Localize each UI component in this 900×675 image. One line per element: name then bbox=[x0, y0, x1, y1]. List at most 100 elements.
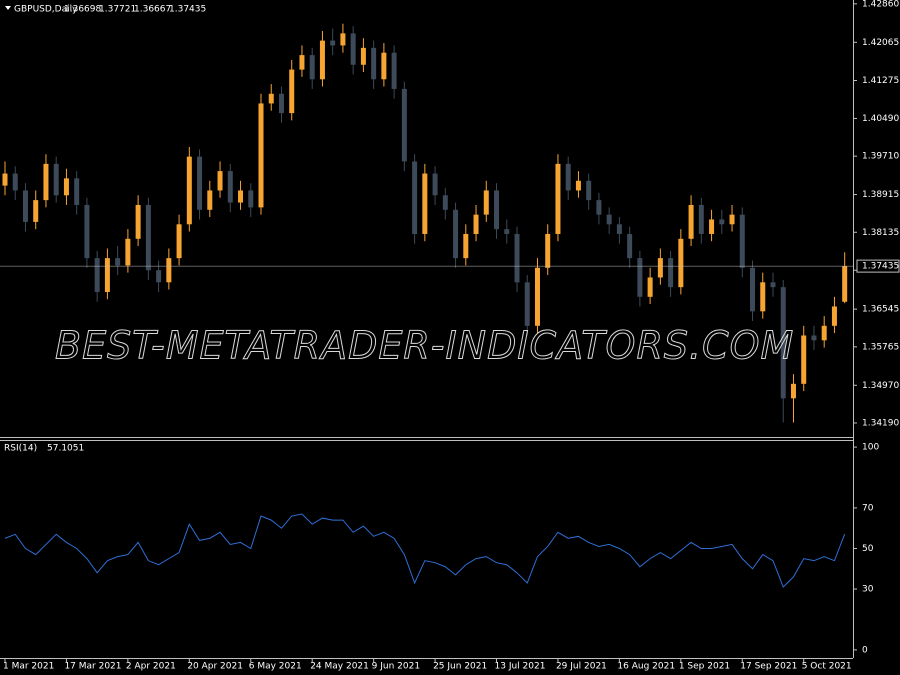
rsi-line bbox=[4, 513, 846, 588]
candle-body bbox=[248, 190, 254, 208]
candle-body bbox=[289, 69, 295, 114]
candle-body bbox=[319, 40, 325, 80]
candle-body bbox=[340, 33, 346, 46]
current-price-label: 1.37435 bbox=[862, 262, 899, 272]
candle-body bbox=[33, 200, 39, 222]
candle-body bbox=[104, 258, 110, 292]
candle-body bbox=[606, 214, 612, 225]
x-tick-label: 5 Oct 2021 bbox=[802, 662, 852, 672]
candle-body bbox=[227, 171, 233, 203]
candle-body bbox=[678, 238, 684, 288]
current-price-box bbox=[856, 259, 900, 273]
candle-body bbox=[831, 306, 837, 326]
candle-body bbox=[125, 238, 131, 266]
candle-body bbox=[84, 204, 90, 259]
candle-body bbox=[197, 156, 203, 210]
candle-body bbox=[412, 161, 418, 234]
candle-body bbox=[442, 195, 448, 210]
candle-body bbox=[135, 204, 141, 239]
candle-body bbox=[43, 163, 49, 201]
x-tick-label: 1 Mar 2021 bbox=[3, 662, 54, 672]
open-label: 1.36698 bbox=[64, 5, 101, 15]
candle-body bbox=[145, 204, 151, 271]
candle-body bbox=[555, 163, 561, 234]
candle-body bbox=[627, 233, 633, 259]
candle-body bbox=[115, 258, 121, 266]
candle-body bbox=[637, 258, 643, 297]
menu-arrow bbox=[5, 6, 11, 10]
candle-body bbox=[176, 224, 182, 259]
candle-body bbox=[391, 52, 397, 89]
candle-body bbox=[688, 204, 694, 239]
candle-body bbox=[760, 282, 766, 312]
y-tick-label: 1.38915 bbox=[862, 190, 899, 200]
candle-body bbox=[739, 214, 745, 268]
x-tick-label: 24 May 2021 bbox=[310, 662, 369, 672]
x-tick-label: 2 Apr 2021 bbox=[126, 662, 176, 672]
candle-body bbox=[166, 258, 172, 283]
candle-body bbox=[801, 335, 807, 384]
rsi-value-label: 57.1051 bbox=[47, 444, 84, 454]
candle-body bbox=[186, 156, 192, 225]
candle-body bbox=[278, 93, 284, 114]
candle-body bbox=[780, 287, 786, 399]
y-tick-label: 1.42065 bbox=[862, 38, 899, 48]
candle-body bbox=[494, 190, 500, 230]
symbol-label: GBPUSD,Daily bbox=[14, 5, 78, 15]
candle-body bbox=[422, 173, 428, 234]
candle-body bbox=[770, 282, 776, 288]
y-tick-label: 1.41275 bbox=[862, 76, 899, 86]
candle-body bbox=[12, 173, 18, 191]
y-tick-label: 1.36545 bbox=[862, 305, 899, 315]
candle-body bbox=[401, 88, 407, 162]
candle-body bbox=[94, 258, 100, 292]
candle-body bbox=[575, 180, 581, 191]
candle-body bbox=[2, 173, 8, 186]
candle-body bbox=[698, 204, 704, 234]
rsi-tick-label: 50 bbox=[862, 544, 874, 554]
x-tick-label: 29 Jul 2021 bbox=[556, 662, 607, 672]
candle-body bbox=[524, 282, 530, 326]
x-tick-label: 25 Jun 2021 bbox=[433, 662, 487, 672]
candle-body bbox=[299, 55, 305, 70]
x-tick-label: 9 Jun 2021 bbox=[372, 662, 420, 672]
x-tick-label: 17 Mar 2021 bbox=[64, 662, 121, 672]
candle-body bbox=[534, 267, 540, 326]
candle-body bbox=[453, 209, 459, 259]
candle-body bbox=[729, 214, 735, 225]
candle-body bbox=[330, 40, 336, 46]
candle-body bbox=[668, 258, 674, 288]
candle-body bbox=[657, 258, 663, 278]
candle-body bbox=[483, 190, 489, 215]
y-tick-label: 1.34190 bbox=[862, 418, 899, 428]
y-tick-label: 1.39710 bbox=[862, 152, 899, 162]
candle-body bbox=[22, 190, 28, 222]
close-label: 1.37435 bbox=[169, 5, 206, 15]
candle-body bbox=[156, 270, 162, 283]
y-tick-label: 1.40490 bbox=[862, 114, 899, 124]
x-tick-label: 6 May 2021 bbox=[249, 662, 302, 672]
y-tick-label: 1.35765 bbox=[862, 342, 899, 352]
candle-body bbox=[432, 173, 438, 196]
candle-body bbox=[63, 178, 69, 196]
candle-body bbox=[381, 52, 387, 80]
candle-body bbox=[504, 229, 510, 234]
candle-body bbox=[360, 47, 366, 65]
candle-body bbox=[514, 233, 520, 283]
low-label: 1.36667 bbox=[134, 5, 171, 15]
candle-body bbox=[586, 180, 592, 201]
candle-body bbox=[217, 171, 223, 191]
candle-body bbox=[268, 93, 274, 104]
candle-body bbox=[309, 55, 315, 80]
rsi-label: RSI(14) bbox=[4, 444, 37, 454]
rsi-tick-label: 30 bbox=[862, 585, 874, 595]
x-tick-label: 16 Aug 2021 bbox=[617, 662, 675, 672]
watermark: BEST-METATRADER-INDICATORS.COM bbox=[55, 324, 794, 368]
x-tick-label: 1 Sep 2021 bbox=[679, 662, 730, 672]
candle-body bbox=[53, 163, 59, 196]
rsi-tick-label: 0 bbox=[862, 645, 868, 655]
x-tick-label: 17 Sep 2021 bbox=[740, 662, 797, 672]
candle-body bbox=[709, 219, 715, 234]
candle-body bbox=[811, 335, 817, 341]
